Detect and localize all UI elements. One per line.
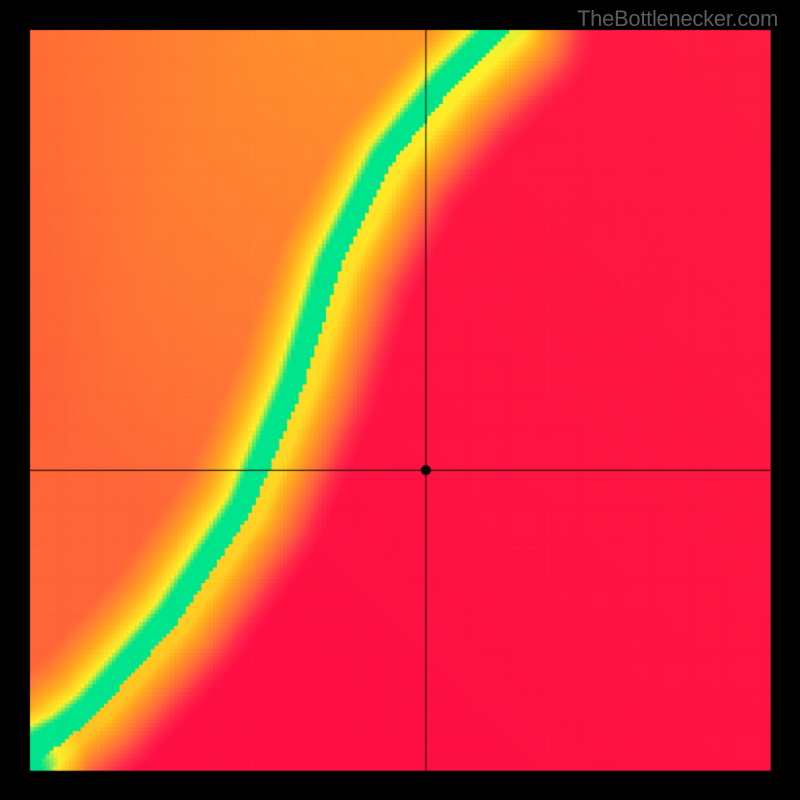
watermark: TheBottlenecker.com [577, 6, 778, 32]
bottleneck-heatmap [0, 0, 800, 800]
